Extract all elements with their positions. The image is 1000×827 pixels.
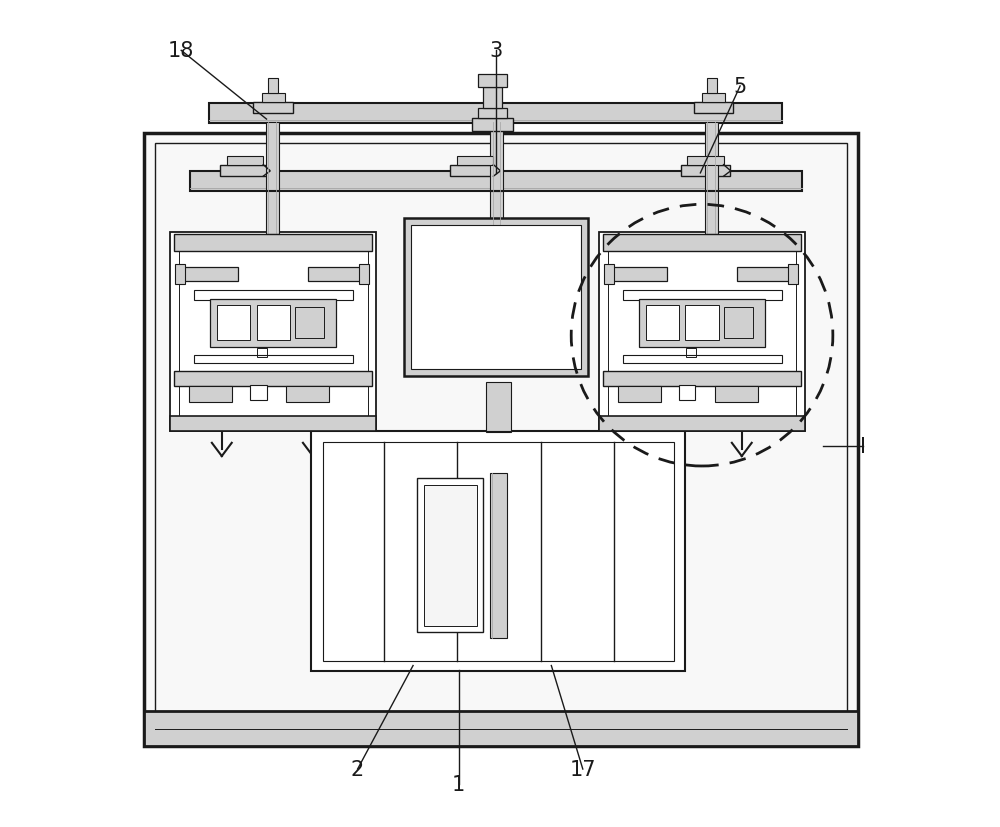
Bar [681,165,730,177]
Bar [174,371,372,386]
Bar [404,219,588,376]
Bar [144,134,858,746]
Bar [490,122,503,191]
Bar [483,88,502,109]
Bar [253,103,293,114]
Bar [155,144,847,738]
Bar [179,235,368,425]
Bar [490,192,503,260]
Text: 3: 3 [489,41,502,61]
Bar [724,308,753,339]
Bar [705,191,718,235]
Bar [257,306,290,341]
Bar [639,299,765,347]
Bar [174,235,372,251]
Text: 2: 2 [351,759,364,779]
Bar [603,235,801,251]
Bar [618,386,661,403]
Bar [311,432,685,672]
Bar [490,473,507,638]
Bar [457,157,493,165]
Bar [257,349,267,357]
Bar [599,233,805,432]
Bar [266,122,279,191]
Bar [478,109,507,119]
Bar [308,268,366,281]
Bar [679,385,695,400]
Bar [486,258,507,265]
Bar [609,268,667,281]
Bar [646,306,679,341]
Bar [472,119,513,132]
Text: 1: 1 [452,774,465,794]
Bar [486,383,511,433]
Bar [603,371,801,386]
Bar [250,385,267,400]
Bar [623,356,782,364]
Bar [359,265,369,284]
Bar [194,356,353,364]
Bar [144,711,858,746]
Bar [623,291,782,301]
Bar [687,157,724,165]
Bar [262,94,285,103]
Bar [715,386,758,403]
Bar [788,265,798,284]
Bar [170,417,376,432]
Text: I: I [860,437,866,457]
Bar [227,157,263,165]
Bar [170,233,376,432]
Bar [190,172,802,192]
Bar [210,299,336,347]
Bar [705,122,718,191]
Bar [417,479,483,632]
Text: 17: 17 [570,759,596,779]
Bar [694,103,733,114]
Bar [411,226,581,370]
Bar [424,485,477,626]
Bar [220,165,270,177]
Bar [295,308,324,339]
Bar [266,191,279,235]
Bar [323,442,674,662]
Bar [604,265,614,284]
Bar [450,165,500,177]
Bar [599,417,805,432]
Text: 18: 18 [168,41,194,61]
Bar [209,103,782,124]
Bar [180,268,238,281]
Bar [685,306,719,341]
Text: 5: 5 [733,77,747,97]
Bar [478,75,507,88]
Bar [194,291,353,301]
Bar [189,386,232,403]
Bar [707,79,717,94]
Bar [286,386,329,403]
Bar [702,94,725,103]
Bar [217,306,250,341]
Bar [686,349,696,357]
Bar [737,268,795,281]
Bar [268,79,278,94]
Bar [608,235,796,425]
Bar [175,265,185,284]
